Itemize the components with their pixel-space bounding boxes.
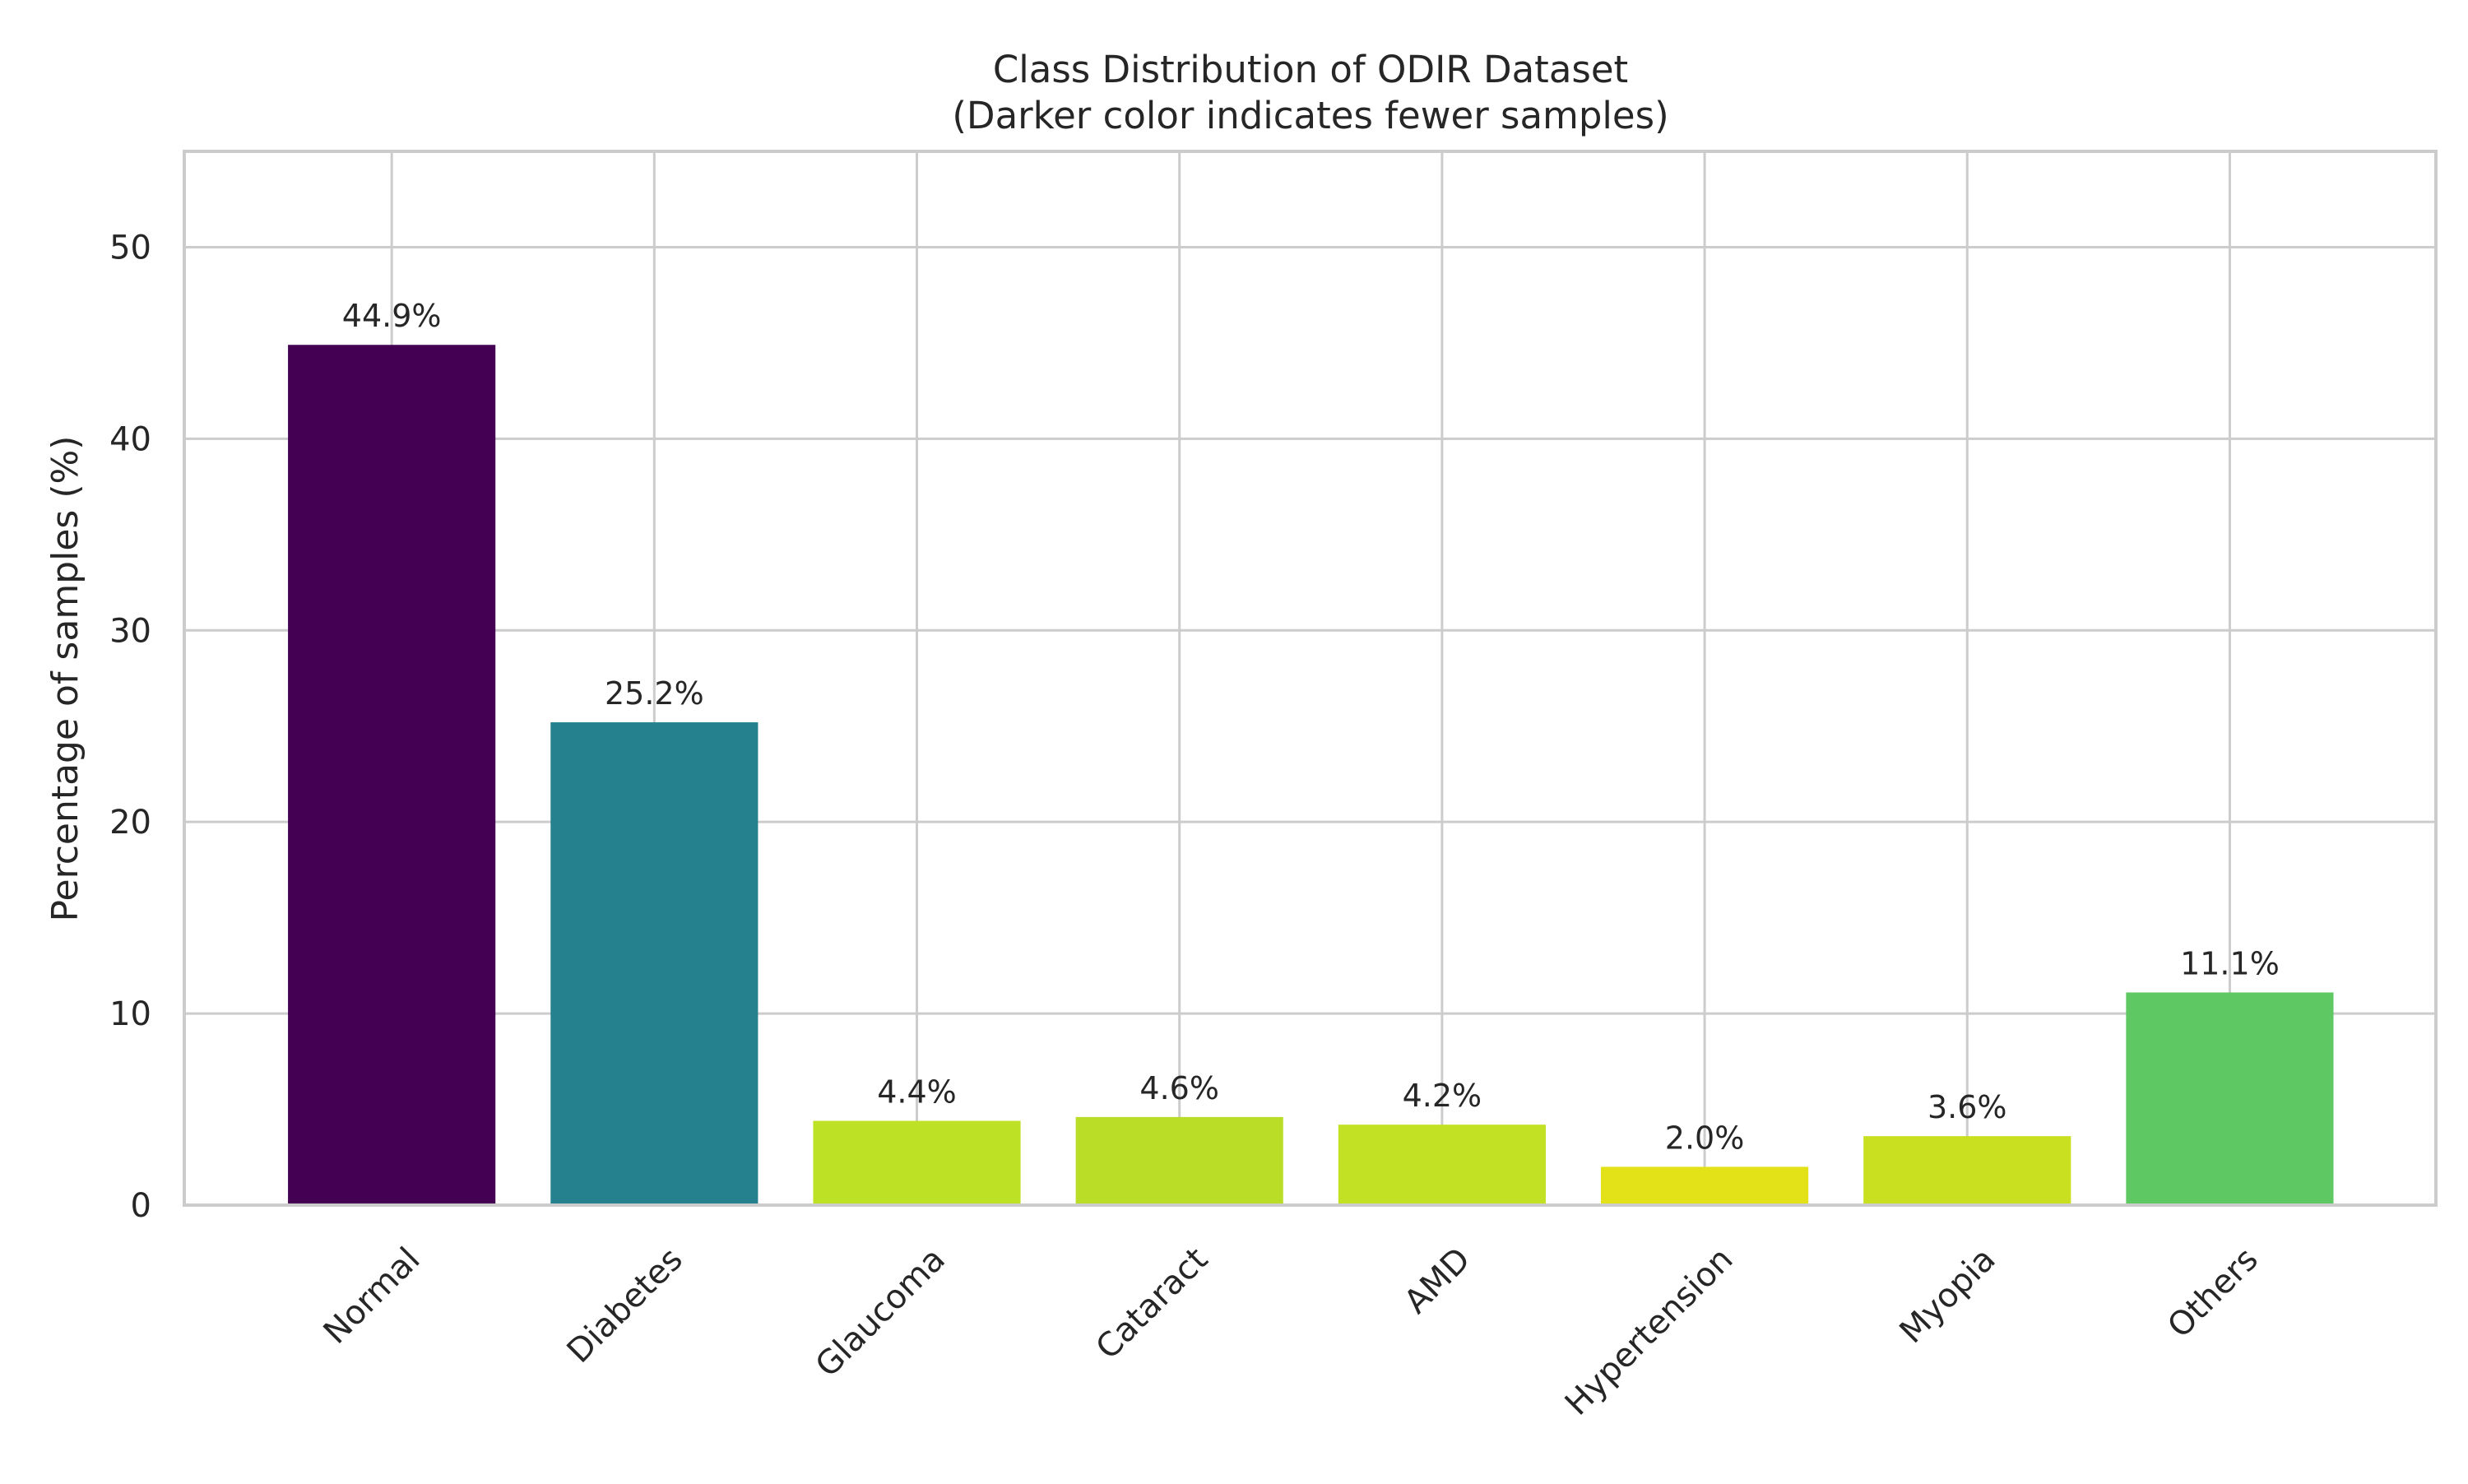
bar-amd xyxy=(1338,1125,1546,1205)
bars-layer xyxy=(288,345,2334,1206)
data-label: 4.2% xyxy=(1403,1078,1482,1114)
y-axis-label: Percentage of samples (%) xyxy=(44,436,86,922)
x-tick-label: Normal xyxy=(317,1241,428,1352)
bar-others xyxy=(2126,992,2334,1205)
y-tick-label: 40 xyxy=(109,420,151,458)
y-tick-label: 30 xyxy=(109,612,151,650)
x-tick-label: Others xyxy=(2160,1241,2266,1346)
data-label: 11.1% xyxy=(2180,945,2280,981)
data-label: 4.4% xyxy=(877,1074,957,1111)
bar-normal xyxy=(288,345,496,1206)
bar-diabetes xyxy=(550,722,758,1205)
x-tick-label: Diabetes xyxy=(560,1241,690,1370)
grid-layer xyxy=(184,151,2436,1207)
bar-glaucoma xyxy=(813,1120,1021,1205)
x-tick-label: AMD xyxy=(1397,1241,1478,1321)
chart-subtitle: (Darker color indicates fewer samples) xyxy=(952,94,1668,137)
data-label: 25.2% xyxy=(605,675,704,712)
y-tick-label: 0 xyxy=(131,1187,151,1225)
y-tick-label: 20 xyxy=(109,804,151,842)
data-label: 2.0% xyxy=(1665,1120,1745,1156)
data-label: 44.9% xyxy=(342,298,442,334)
x-tick-label: Cataract xyxy=(1088,1241,1215,1367)
data-label: 3.6% xyxy=(1928,1089,2007,1125)
bar-hypertension xyxy=(1600,1166,1809,1205)
y-tick-label: 10 xyxy=(109,995,151,1033)
chart-title: Class Distribution of ODIR Dataset xyxy=(993,48,1628,91)
x-tick-label: Glaucoma xyxy=(809,1241,953,1384)
x-tick-label: Myopia xyxy=(1893,1241,2003,1351)
bar-cataract xyxy=(1075,1116,1283,1205)
x-tick-label: Hypertension xyxy=(1558,1241,1741,1423)
y-tick-label: 50 xyxy=(109,229,151,267)
data-label: 4.6% xyxy=(1139,1070,1219,1106)
plot-frame xyxy=(183,150,2438,1207)
bar-myopia xyxy=(1863,1136,2071,1205)
